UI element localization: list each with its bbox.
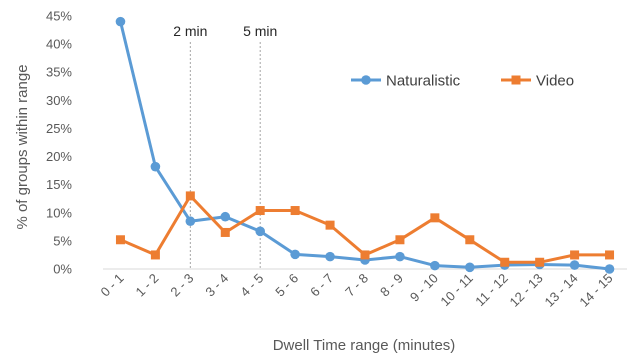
series-lines bbox=[119, 20, 611, 271]
x-tick-label: 9 - 10 bbox=[407, 271, 441, 305]
y-tick-label: 0% bbox=[53, 262, 72, 277]
data-point bbox=[395, 251, 405, 262]
x-tick-label: 0 - 1 bbox=[98, 271, 127, 300]
x-tick-label: 5 - 6 bbox=[272, 271, 301, 300]
legend: Naturalistic Video bbox=[351, 73, 574, 90]
y-tick-label: 5% bbox=[53, 233, 72, 248]
data-point bbox=[325, 220, 335, 230]
y-tick-label: 10% bbox=[46, 205, 72, 220]
data-point bbox=[430, 213, 440, 223]
data-point bbox=[570, 250, 580, 260]
data-point bbox=[465, 262, 475, 273]
data-point bbox=[185, 191, 195, 201]
legend-item-naturalistic: Naturalistic bbox=[351, 73, 461, 90]
annotation-label: 5 min bbox=[243, 23, 277, 39]
data-point bbox=[360, 250, 370, 260]
y-tick-label: 45% bbox=[46, 9, 72, 24]
data-point bbox=[220, 227, 230, 237]
data-point bbox=[535, 257, 545, 267]
y-tick-label: 30% bbox=[46, 93, 72, 108]
series-markers bbox=[115, 16, 615, 274]
data-point bbox=[325, 251, 335, 262]
data-point bbox=[255, 206, 265, 216]
legend-swatch-marker bbox=[361, 75, 371, 85]
x-tick-label: 1 - 2 bbox=[133, 271, 162, 300]
data-point bbox=[115, 16, 126, 27]
data-point bbox=[430, 260, 440, 271]
y-tick-label: 25% bbox=[46, 121, 72, 136]
x-tick-label: 11 - 12 bbox=[472, 271, 511, 310]
x-tick-label: 8 - 9 bbox=[377, 271, 406, 300]
x-tick-label: 4 - 5 bbox=[237, 271, 266, 300]
data-point bbox=[255, 226, 265, 237]
y-axis-tick-labels: 0% 5% 10% 15% 20% 25% 30% 35% 40% 45% bbox=[46, 9, 72, 277]
y-tick-label: 20% bbox=[46, 149, 72, 164]
y-axis-title: % of groups within range bbox=[14, 64, 31, 229]
annotation-label: 2 min bbox=[173, 23, 207, 39]
data-point bbox=[604, 264, 615, 274]
x-tick-label: 10 - 11 bbox=[437, 271, 476, 310]
data-point bbox=[150, 161, 161, 172]
legend-item-video: Video bbox=[501, 73, 574, 90]
y-tick-label: 40% bbox=[46, 37, 72, 52]
y-tick-label: 35% bbox=[46, 65, 72, 80]
data-point bbox=[150, 250, 160, 260]
data-point bbox=[220, 211, 231, 222]
data-point bbox=[500, 257, 510, 267]
y-tick-label: 15% bbox=[46, 177, 72, 192]
data-point bbox=[185, 216, 196, 227]
legend-label: Video bbox=[536, 73, 574, 90]
data-point bbox=[465, 235, 475, 245]
x-tick-label: 6 - 7 bbox=[307, 271, 336, 300]
data-point bbox=[290, 249, 300, 260]
data-point bbox=[395, 235, 405, 245]
legend-swatch-marker bbox=[511, 75, 521, 85]
data-point bbox=[569, 260, 580, 270]
series-line-naturalistic bbox=[119, 20, 611, 271]
data-point bbox=[605, 250, 615, 260]
x-tick-label: 2 - 3 bbox=[167, 271, 196, 300]
x-axis-title: Dwell Time range (minutes) bbox=[273, 337, 456, 354]
x-tick-label: 7 - 8 bbox=[342, 271, 371, 300]
data-point bbox=[290, 206, 300, 216]
data-point bbox=[115, 235, 125, 245]
x-tick-label: 12 - 13 bbox=[507, 271, 546, 310]
x-tick-label: 14 - 15 bbox=[576, 271, 615, 310]
x-tick-label: 13 - 14 bbox=[541, 271, 580, 310]
x-tick-label: 3 - 4 bbox=[202, 271, 231, 300]
legend-label: Naturalistic bbox=[386, 73, 461, 90]
